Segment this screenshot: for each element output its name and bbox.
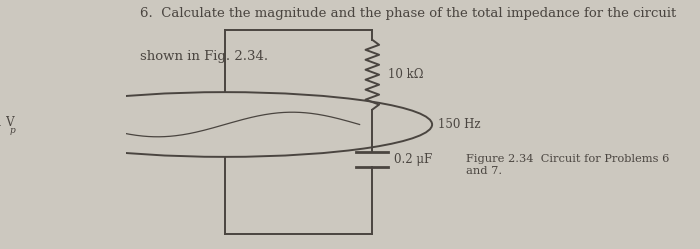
Text: 10 kΩ: 10 kΩ [388,68,423,81]
Text: p: p [10,126,15,135]
Text: 0.2 μF: 0.2 μF [394,153,432,166]
Text: 6.  Calculate the magnitude and the phase of the total impedance for the circuit: 6. Calculate the magnitude and the phase… [140,7,676,20]
Text: Figure 2.34  Circuit for Problems 6
and 7.: Figure 2.34 Circuit for Problems 6 and 7… [466,154,669,176]
Text: 1 V: 1 V [0,116,15,128]
Text: shown in Fig. 2.34.: shown in Fig. 2.34. [140,50,268,63]
Text: 150 Hz: 150 Hz [438,118,480,131]
